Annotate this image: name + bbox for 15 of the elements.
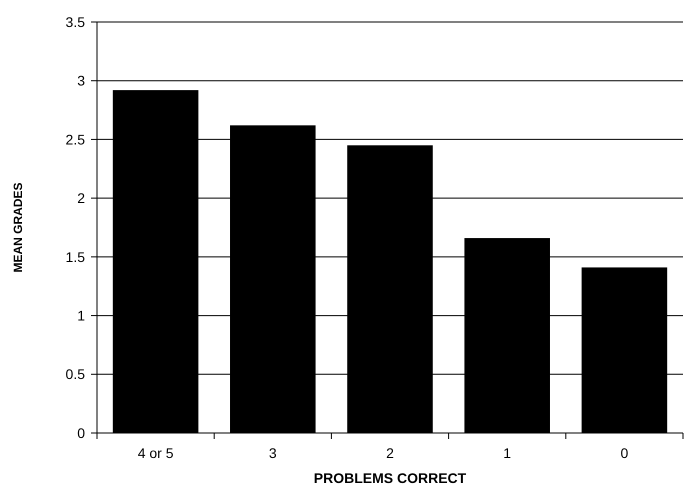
y-tick-label: 3 (77, 72, 86, 89)
y-tick-label: 1 (77, 307, 86, 324)
x-tick-label: 0 (620, 445, 628, 461)
y-tick-label: 1.5 (66, 248, 86, 265)
x-tick-label: 4 or 5 (138, 445, 174, 461)
x-tick-label: 2 (386, 445, 394, 461)
y-tick-label: 3.5 (66, 14, 86, 30)
y-tick-label: 0.5 (66, 366, 86, 382)
y-axis-title: MEAN GRADES (11, 182, 25, 273)
y-tick-label: 2 (77, 190, 86, 206)
y-tick-label: 0 (77, 424, 86, 441)
x-tick-label: 3 (268, 445, 277, 461)
x-axis-title: PROBLEMS CORRECT (314, 470, 467, 486)
y-tick-label: 2.5 (66, 131, 86, 148)
x-tick-label: 1 (503, 445, 512, 461)
